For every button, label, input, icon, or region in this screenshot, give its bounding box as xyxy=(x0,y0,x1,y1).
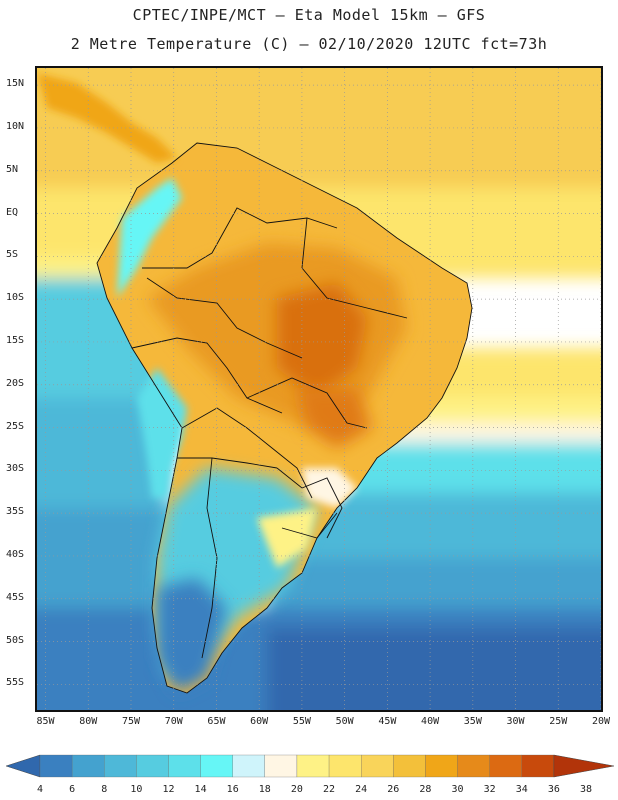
colorbar-label-16: 16 xyxy=(226,784,239,795)
lon-label-75W: 75W xyxy=(121,716,141,727)
colorbar-label-24: 24 xyxy=(355,784,368,795)
colorbar xyxy=(5,754,615,778)
colorbar-label-6: 6 xyxy=(69,784,76,795)
colorbar-label-36: 36 xyxy=(547,784,560,795)
lat-label-10N: 10N xyxy=(6,120,25,132)
lon-label-25W: 25W xyxy=(549,716,568,727)
lon-label-40W: 40W xyxy=(421,716,440,727)
colorbar-swatch-28 xyxy=(425,754,458,778)
title-line-2: 2 Metre Temperature (C) – 02/10/2020 12U… xyxy=(70,35,548,53)
colorbar-label-20: 20 xyxy=(290,784,303,795)
lon-label-50W: 50W xyxy=(335,716,354,727)
colorbar-label-38: 38 xyxy=(579,784,593,795)
map-panel xyxy=(35,66,603,712)
lon-label-30W: 30W xyxy=(506,716,525,727)
lon-label-85W: 85W xyxy=(36,716,55,727)
colorbar-swatch-8 xyxy=(104,754,137,778)
lat-label-30S: 30S xyxy=(6,463,25,475)
land-temperature-field xyxy=(37,73,472,693)
colorbar-underflow-arrow xyxy=(5,754,41,778)
colorbar-label-14: 14 xyxy=(194,784,207,795)
lat-label-5N: 5N xyxy=(6,163,19,175)
colorbar-swatch-18 xyxy=(264,754,298,778)
lat-label-15S: 15S xyxy=(6,334,25,346)
lat-label-20S: 20S xyxy=(6,377,25,389)
colorbar-label-26: 26 xyxy=(387,784,400,795)
lat-label-15N: 15N xyxy=(6,78,25,90)
colorbar-swatch-14 xyxy=(200,754,233,778)
colorbar-swatch-26 xyxy=(393,754,426,778)
colorbar-swatch-34 xyxy=(521,754,555,778)
country-borders xyxy=(96,142,473,694)
colorbar-label-4: 4 xyxy=(36,784,44,795)
lon-label-80W: 80W xyxy=(79,716,98,727)
lon-label-20W: 20W xyxy=(591,716,611,727)
colorbar-label-8: 8 xyxy=(101,784,108,795)
colorbar-swatch-4 xyxy=(39,754,73,778)
lat-label-25S: 25S xyxy=(6,420,25,432)
lon-label-60W: 60W xyxy=(250,716,269,727)
lat-label-45S: 45S xyxy=(6,591,25,603)
lat-label-40S: 40S xyxy=(6,548,25,560)
colorbar-label-10: 10 xyxy=(130,784,143,795)
colorbar-swatch-30 xyxy=(457,754,490,778)
lon-label-55W: 55W xyxy=(292,716,311,727)
colorbar-swatch-22 xyxy=(328,754,362,778)
colorbar-label-12: 12 xyxy=(162,784,175,795)
lat-label-50S: 50S xyxy=(6,634,25,646)
colorbar-overflow-arrow xyxy=(553,754,615,778)
colorbar-swatch-20 xyxy=(296,754,330,778)
colorbar-label-34: 34 xyxy=(515,784,528,795)
colorbar-swatch-12 xyxy=(168,754,201,778)
title-line-1: CPTEC/INPE/MCT – Eta Model 15km – GFS xyxy=(132,6,486,24)
colorbar-label-30: 30 xyxy=(451,784,464,795)
colorbar-label-22: 22 xyxy=(323,784,336,795)
lon-label-70W: 70W xyxy=(164,716,183,727)
colorbar-label-32: 32 xyxy=(483,784,496,795)
lat-label-55S: 55S xyxy=(6,677,25,689)
colorbar-swatch-24 xyxy=(361,754,394,778)
lat-label-EQ: EQ xyxy=(6,206,19,218)
lat-label-5S: 5S xyxy=(6,249,19,261)
colorbar-swatch-6 xyxy=(71,754,105,778)
colorbar-swatch-32 xyxy=(489,754,522,778)
colorbar-label-18: 18 xyxy=(258,784,271,795)
temperature-map xyxy=(37,68,601,710)
lat-label-10S: 10S xyxy=(6,292,25,304)
lon-label-35W: 35W xyxy=(463,716,482,727)
colorbar-label-28: 28 xyxy=(419,784,432,795)
lon-label-65W: 65W xyxy=(207,716,226,727)
colorbar-swatch-10 xyxy=(136,754,169,778)
lat-label-35S: 35S xyxy=(6,506,25,518)
lon-label-45W: 45W xyxy=(378,716,397,727)
colorbar-swatch-16 xyxy=(232,754,265,778)
